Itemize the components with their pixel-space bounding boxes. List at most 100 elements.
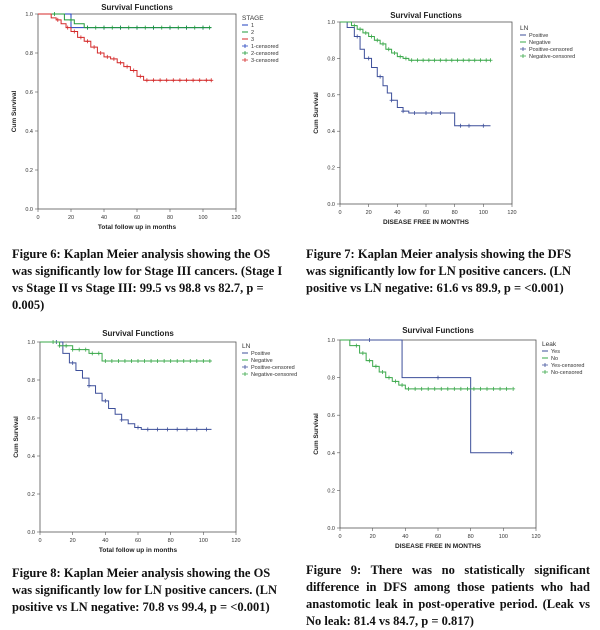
censor-mark-negative	[103, 359, 108, 363]
censor-mark-2	[69, 17, 73, 22]
censor-mark-2	[207, 25, 212, 30]
x-tick-label: 100	[199, 538, 208, 544]
y-axis-label: Cum Survival	[313, 92, 320, 134]
chart-title: Survival Functions	[402, 326, 474, 335]
km-chart-leak-svg: Survival Functions 0.0 0.2 0.4 0.6 0.8 1.0 0 20 4…	[313, 326, 584, 550]
censor-mark-3	[125, 64, 130, 69]
censor-mark-3	[111, 56, 116, 61]
censor-mark-no	[367, 358, 372, 363]
censor-mark-no	[432, 386, 437, 391]
km-chart-leak: Survival Functions 0.0 0.2 0.4 0.6 0.8 1.0 0 20 4…	[300, 318, 600, 558]
y-tick-label: 1.0	[327, 20, 335, 26]
censor-mark-negative	[90, 351, 95, 356]
y-tick-label: 0.6	[27, 416, 35, 422]
censor-mark-3	[144, 78, 149, 83]
censor-mark-negative	[181, 359, 186, 363]
censor-mark-positive	[194, 427, 199, 432]
x-tick-label: 40	[394, 210, 400, 216]
legend-censor-swatch	[542, 363, 548, 367]
plot-frame	[339, 339, 537, 529]
legend-censor-swatch	[242, 58, 248, 62]
km-chart-ln-os: Survival Functions 0.0 0.2 0.4 0.6 0.8 1.0 0 20 4…	[0, 318, 300, 558]
censor-mark-negative	[363, 30, 368, 35]
censor-mark-negative	[398, 54, 403, 59]
survival-line-2	[38, 13, 212, 29]
y-tick-label: 1.0	[25, 12, 33, 18]
censor-mark-negative	[392, 50, 397, 55]
legend-title: Leak	[542, 341, 557, 348]
censor-mark-positive	[412, 111, 417, 115]
censor-mark-no	[511, 386, 516, 391]
km-chart-ln-os-svg: Survival Functions 0.0 0.2 0.4 0.6 0.8 1.0 0 20 4…	[13, 329, 297, 554]
censor-mark-negative	[51, 340, 56, 344]
caption-figure-6: Figure 6: Kaplan Meier analysis showing …	[12, 247, 283, 312]
x-tick-label: 100	[499, 534, 508, 540]
survival-line-yes	[340, 339, 512, 454]
censor-mark-positive	[378, 74, 383, 79]
censor-mark-positive	[165, 427, 170, 432]
x-tick-label: 100	[479, 210, 488, 216]
censor-mark-positive	[204, 427, 209, 432]
censor-mark-no	[445, 386, 450, 391]
x-tick-label: 100	[198, 215, 207, 221]
censor-mark-negative	[444, 58, 449, 63]
censor-mark-positive	[429, 111, 434, 115]
censor-mark-positive	[136, 425, 140, 430]
legend-entry-label: Negative-censored	[251, 372, 297, 378]
legend-entry-label: No	[551, 356, 558, 362]
censor-mark-positive	[155, 427, 160, 432]
legend-entry-label: 1	[251, 23, 254, 29]
y-tick-label: 0.8	[327, 56, 335, 62]
y-axis-label: Cum Survival	[13, 416, 20, 458]
censor-mark-3	[55, 17, 60, 22]
y-tick-label: 0.6	[327, 93, 335, 99]
censor-mark-negative	[175, 359, 180, 363]
censor-mark-positive	[438, 111, 443, 115]
censor-mark-positive	[103, 398, 108, 403]
censor-mark-no	[465, 386, 470, 391]
censor-mark-no	[491, 386, 496, 391]
censor-mark-negative	[207, 359, 212, 363]
x-tick-label: 40	[101, 215, 107, 221]
legend-title: LN	[242, 343, 251, 350]
x-axis-label: Total follow up in months	[99, 547, 178, 554]
x-tick-label: 20	[70, 538, 76, 544]
censor-mark-negative	[409, 58, 414, 63]
legend-entry-label: 2-censored	[251, 51, 279, 57]
censor-mark-2	[151, 25, 156, 30]
censor-mark-negative	[201, 359, 206, 363]
x-tick-label: 80	[167, 215, 173, 221]
legend-title: STAGE	[242, 15, 264, 22]
legend-entry-label: Positive	[529, 33, 548, 39]
censor-mark-negative	[403, 56, 408, 61]
censor-mark-negative	[438, 58, 443, 63]
censor-mark-negative	[142, 359, 147, 363]
censor-mark-3	[204, 78, 209, 83]
x-tick-label: 80	[452, 210, 458, 216]
legend-entry-label: Negative	[529, 40, 551, 46]
legend-entry-label: Negative-censored	[529, 54, 575, 60]
censor-mark-2	[192, 25, 197, 30]
censor-mark-3	[98, 51, 103, 55]
y-tick-label: 0.0	[25, 207, 33, 213]
censor-mark-no	[452, 386, 457, 391]
x-tick-label: 60	[135, 538, 141, 544]
x-tick-label: 120	[531, 534, 540, 540]
censor-mark-no	[400, 383, 405, 388]
censor-mark-negative	[488, 58, 493, 63]
y-tick-label: 0.0	[27, 530, 35, 536]
censor-mark-negative	[421, 58, 426, 63]
censor-mark-3	[177, 78, 182, 83]
censor-mark-2	[102, 25, 106, 30]
censor-mark-3	[171, 78, 176, 83]
censor-mark-negative	[381, 41, 385, 46]
censor-mark-no	[504, 386, 509, 391]
censor-mark-negative	[109, 359, 114, 363]
legend-entry-label: 1-censored	[251, 44, 279, 50]
x-tick-label: 0	[338, 210, 341, 216]
censor-mark-3	[118, 60, 123, 65]
legend-entry-label: Yes	[551, 349, 560, 355]
censor-mark-negative	[478, 58, 483, 63]
legend-censor-swatch	[542, 370, 548, 374]
survival-line-no	[340, 339, 512, 390]
